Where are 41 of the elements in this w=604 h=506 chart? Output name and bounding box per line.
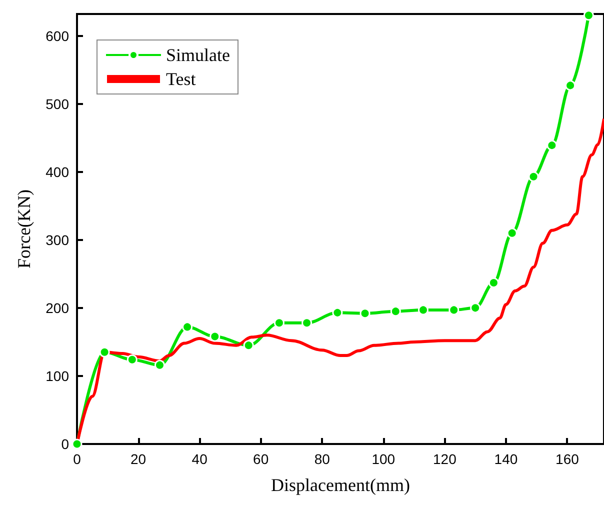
- point: [210, 331, 220, 342]
- point: [154, 360, 165, 370]
- point: [546, 140, 558, 151]
- x-tick-label: 0: [73, 451, 82, 467]
- point: [390, 306, 401, 317]
- point: [72, 438, 82, 450]
- point: [274, 318, 284, 328]
- point: [470, 302, 481, 314]
- point: [448, 304, 460, 316]
- x-tick-label: 160: [556, 451, 580, 467]
- y-tick-label: 600: [46, 28, 70, 44]
- point: [583, 10, 594, 21]
- legend-label: Simulate: [166, 45, 230, 65]
- y-axis-title: Force(KN): [14, 190, 34, 268]
- x-tick-label: 20: [130, 451, 146, 467]
- point: [418, 304, 428, 316]
- point: [506, 228, 518, 238]
- x-tick-label: 80: [314, 451, 330, 467]
- point: [99, 346, 110, 358]
- point: [243, 340, 254, 351]
- x-tick-label: 140: [494, 451, 518, 467]
- y-tick-label: 400: [46, 164, 70, 180]
- y-tick-label: 0: [61, 436, 70, 452]
- point: [565, 80, 576, 91]
- y-tick-label: 500: [46, 96, 70, 112]
- point: [302, 318, 312, 328]
- x-tick-label: 120: [432, 451, 457, 467]
- point: [182, 322, 193, 332]
- y-tick-label: 100: [46, 368, 70, 384]
- x-axis-title: Displacement(mm): [271, 475, 410, 495]
- point: [528, 171, 539, 182]
- point: [332, 307, 343, 318]
- y-tick-label: 300: [46, 232, 70, 248]
- x-tick-label: 40: [192, 451, 208, 467]
- y-tick-label: 200: [46, 300, 70, 316]
- point: [488, 278, 499, 288]
- legend-label: Test: [166, 69, 196, 89]
- x-tick-label: 60: [253, 451, 269, 467]
- x-tick-label: 100: [372, 451, 396, 467]
- point: [360, 308, 370, 319]
- point: [126, 354, 138, 365]
